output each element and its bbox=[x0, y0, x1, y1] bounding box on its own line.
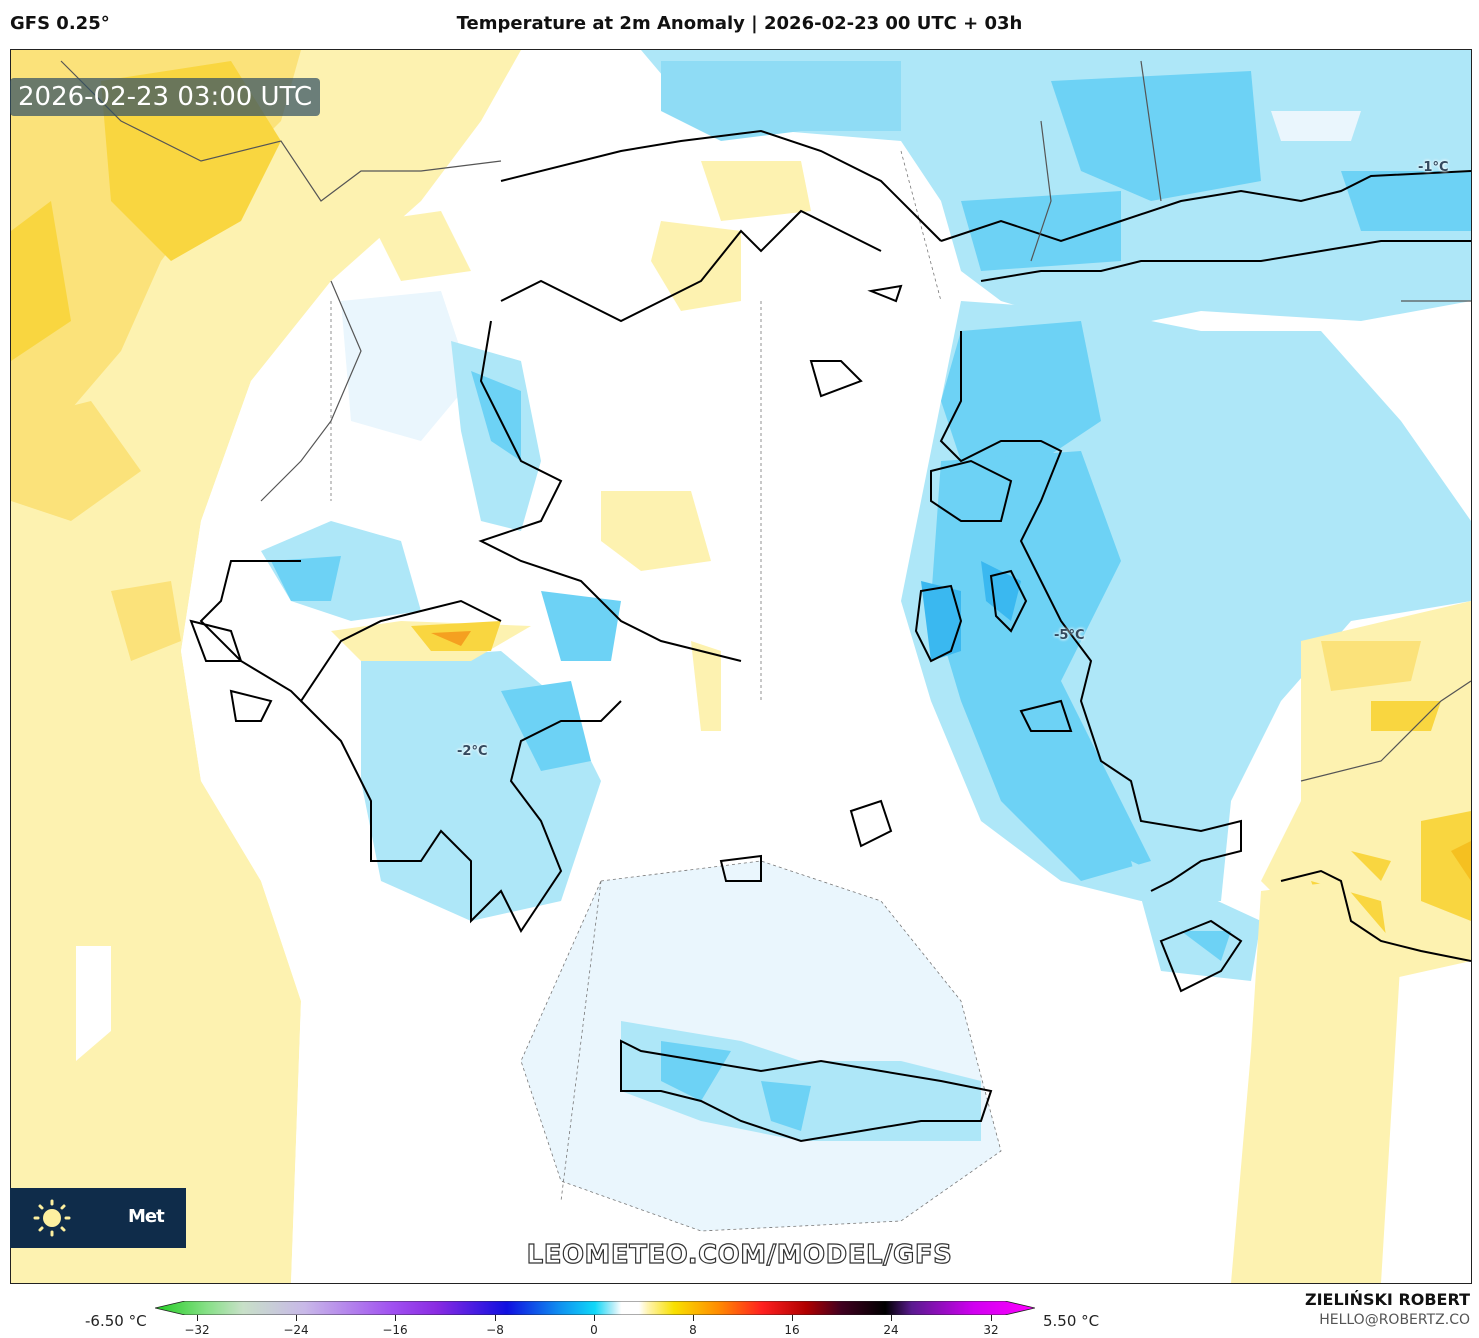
colorbar-max-label: 5.50 °C bbox=[1043, 1312, 1100, 1330]
sun-icon bbox=[33, 1199, 71, 1237]
colorbar-tick bbox=[296, 1315, 297, 1321]
anomaly-map[interactable] bbox=[10, 49, 1472, 1284]
colorbar-min-label: -6.50 °C bbox=[85, 1312, 147, 1330]
colorbar bbox=[155, 1301, 1035, 1315]
colorbar-tick-label: 8 bbox=[689, 1323, 697, 1337]
logo-box[interactable]: Met bbox=[10, 1188, 186, 1248]
watermark: LEOMETEO.COM/MODEL/GFS bbox=[526, 1239, 953, 1270]
colorbar-tick bbox=[197, 1315, 198, 1321]
colorbar-tick-label: −24 bbox=[283, 1323, 309, 1337]
map-canvas bbox=[11, 50, 1471, 1283]
valid-time-badge: 2026-02-23 03:00 UTC bbox=[10, 78, 321, 116]
colorbar-tick-label: −32 bbox=[184, 1323, 210, 1337]
colorbar-tick-label: 16 bbox=[784, 1323, 800, 1337]
colorbar-tick-label: 0 bbox=[590, 1323, 598, 1337]
author-email[interactable]: HELLO@ROBERTZ.CO bbox=[1319, 1312, 1470, 1328]
model-name: GFS 0.25° bbox=[10, 13, 110, 34]
colorbar-tick-label: −16 bbox=[382, 1323, 408, 1337]
colorbar-tick bbox=[991, 1315, 992, 1321]
colorbar-tick bbox=[594, 1315, 595, 1321]
logo-text: Met bbox=[128, 1206, 165, 1227]
anomaly-label: -5°C bbox=[1054, 628, 1085, 643]
author-credit: ZIELIŃSKI ROBERT bbox=[1304, 1290, 1470, 1309]
anomaly-label: -2°C bbox=[457, 744, 488, 759]
colorbar-tick-label: −8 bbox=[486, 1323, 504, 1337]
colorbar-tick bbox=[495, 1315, 496, 1321]
colorbar-tick bbox=[395, 1315, 396, 1321]
colorbar-tick-label: 24 bbox=[883, 1323, 899, 1337]
colorbar-tick bbox=[693, 1315, 694, 1321]
colorbar-tick bbox=[891, 1315, 892, 1321]
anomaly-label: -1°C bbox=[1418, 160, 1449, 175]
colorbar-tick-label: 32 bbox=[983, 1323, 999, 1337]
colorbar-tick bbox=[792, 1315, 793, 1321]
chart-title: Temperature at 2m Anomaly | 2026-02-23 0… bbox=[456, 13, 1023, 34]
